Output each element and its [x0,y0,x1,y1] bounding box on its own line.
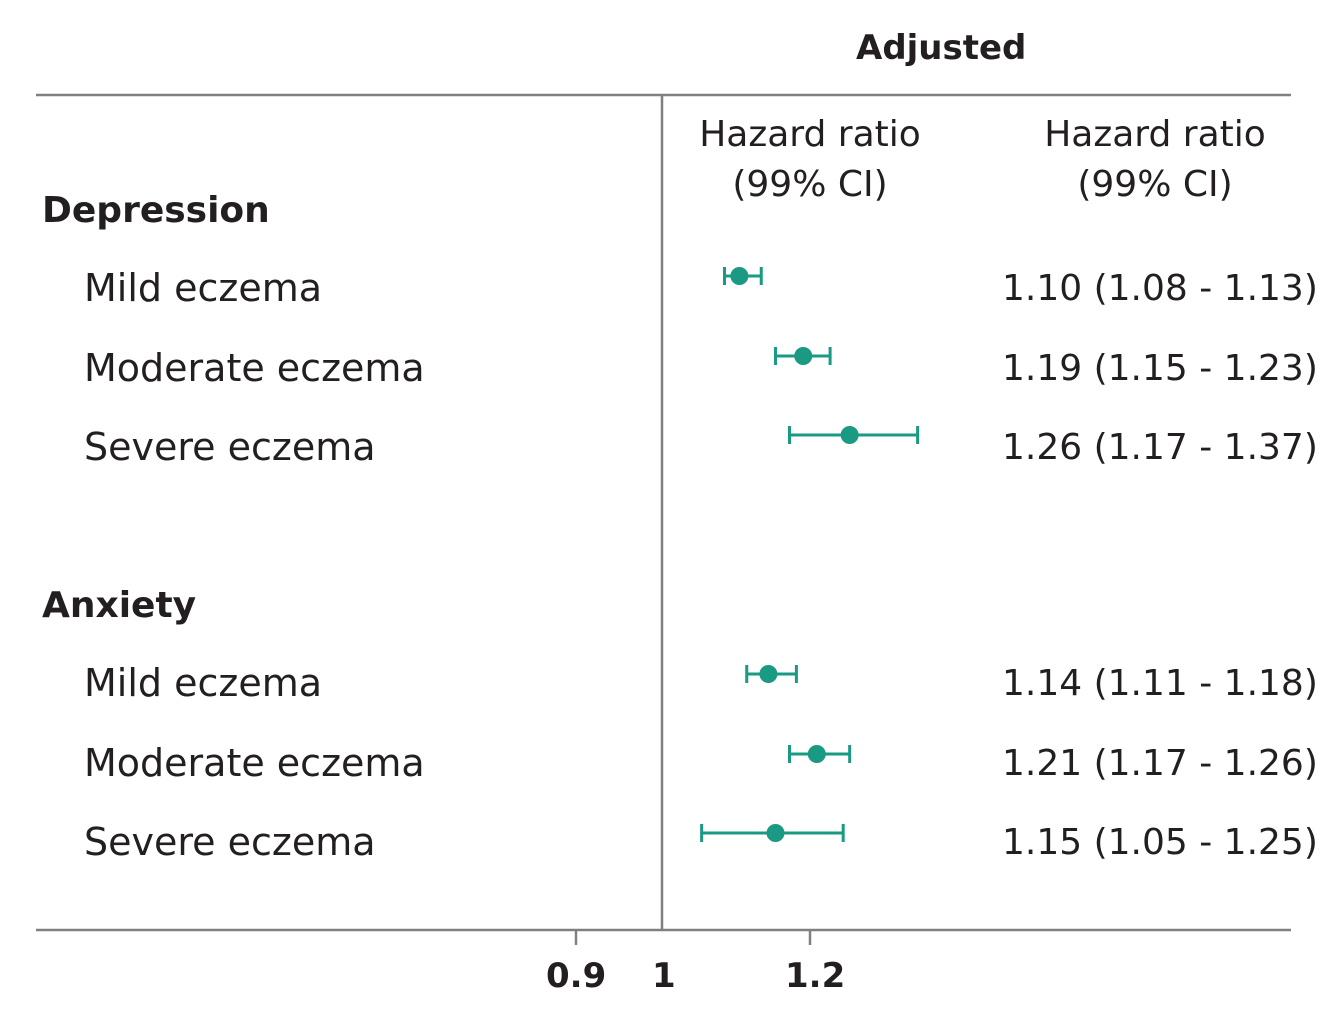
hazard-ratio-value: 1.26 (1.17 - 1.37) [1002,427,1318,468]
x-tick-label: 1.2 [785,956,846,996]
hazard-ratio-point [730,267,749,285]
row-label: Moderate eczema [84,346,425,390]
hazard-ratio-value: 1.19 (1.15 - 1.23) [1002,348,1318,389]
plot-column-header: Hazard ratio (99% CI) [690,110,930,210]
hazard-ratio-point [794,347,813,365]
x-tick-label: 0.9 [546,956,607,996]
row-label: Mild eczema [84,661,323,705]
adjusted-header: Adjusted [856,28,1027,68]
hazard-ratio-point [766,824,785,842]
plot-column-header-text: Hazard ratio (99% CI) [699,114,921,205]
value-column-header: Hazard ratio (99% CI) [1035,110,1275,210]
row-label: Moderate eczema [84,741,425,785]
hazard-ratio-value: 1.15 (1.05 - 1.25) [1002,822,1318,863]
row-label: Severe eczema [84,425,376,469]
row-label: Mild eczema [84,266,323,310]
hazard-ratio-value: 1.10 (1.08 - 1.13) [1002,268,1318,309]
value-column-header-text: Hazard ratio (99% CI) [1044,114,1266,205]
forest-marks [700,267,920,842]
hazard-ratio-value: 1.21 (1.17 - 1.26) [1002,743,1318,784]
hazard-ratio-point [840,426,859,444]
x-tick-label: 1 [652,956,676,996]
group-heading-anxiety: Anxiety [42,585,197,626]
hazard-ratio-value: 1.14 (1.11 - 1.18) [1002,663,1318,704]
hazard-ratio-point [759,665,778,683]
hazard-ratio-point [807,745,826,763]
row-label: Severe eczema [84,820,376,864]
group-heading-depression: Depression [42,190,270,231]
